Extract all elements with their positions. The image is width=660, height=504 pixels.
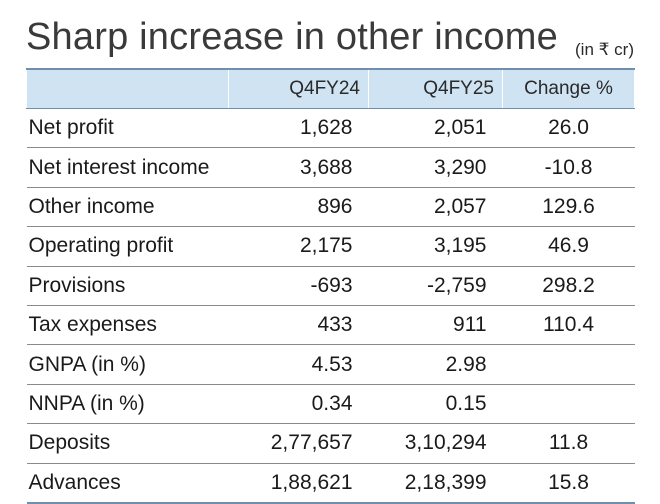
row-label: GNPA (in %) <box>26 344 229 385</box>
cell-q4fy24: 2,77,657 <box>228 423 369 464</box>
table-row: Tax expenses 433 911 110.4 <box>26 305 635 346</box>
row-label: Net profit <box>26 108 229 149</box>
cell-q4fy25: 2,051 <box>368 108 503 149</box>
chart-figure: Sharp increase in other income (in ₹ cr)… <box>18 8 635 504</box>
table-row: Net interest income 3,688 3,290 -10.8 <box>26 147 635 188</box>
column-header-q4fy25: Q4FY25 <box>368 68 503 109</box>
cell-q4fy25: 3,10,294 <box>368 423 503 464</box>
cell-q4fy25: -2,759 <box>368 266 503 306</box>
table-row: NNPA (in %) 0.34 0.15 <box>26 384 635 425</box>
row-label: Provisions <box>26 266 229 306</box>
cell-q4fy24: 1,88,621 <box>228 463 369 504</box>
cell-q4fy24: 433 <box>228 305 369 346</box>
unit-note: (in ₹ cr) <box>575 40 634 59</box>
row-label: NNPA (in %) <box>26 384 229 425</box>
cell-q4fy24: 2,175 <box>228 226 369 267</box>
chart-title: Sharp increase in other income <box>26 16 558 58</box>
table-row: Operating profit 2,175 3,195 46.9 <box>26 226 635 267</box>
cell-q4fy24: -693 <box>228 266 369 306</box>
cell-change: 26.0 <box>502 108 635 149</box>
row-label: Deposits <box>26 423 229 464</box>
title-row: Sharp increase in other income (in ₹ cr) <box>26 14 634 68</box>
cell-change: 46.9 <box>502 226 635 267</box>
table-body: Net profit 1,628 2,051 26.0 Net interest inc… <box>26 108 635 504</box>
cell-q4fy24: 1,628 <box>228 108 369 149</box>
table-row: GNPA (in %) 4.53 2.98 <box>26 344 635 385</box>
table-row: Net profit 1,628 2,051 26.0 <box>26 108 635 149</box>
row-label: Net interest income <box>26 147 229 188</box>
column-header-label <box>26 68 229 109</box>
table-row: Deposits 2,77,657 3,10,294 11.8 <box>26 423 635 464</box>
cell-change: 298.2 <box>502 266 635 306</box>
row-label: Operating profit <box>26 226 229 267</box>
row-label: Tax expenses <box>26 305 229 346</box>
cell-q4fy25: 2,057 <box>368 187 503 228</box>
table-row: Provisions -693 -2,759 298.2 <box>26 266 635 306</box>
cell-change: 129.6 <box>502 187 635 228</box>
column-header-change: Change % <box>502 68 635 109</box>
row-label: Other income <box>26 187 229 228</box>
cell-q4fy24: 4.53 <box>228 344 369 385</box>
cell-change: 110.4 <box>502 305 635 346</box>
table-row: Advances 1,88,621 2,18,399 15.8 <box>26 463 635 504</box>
row-label: Advances <box>26 463 229 504</box>
cell-q4fy24: 896 <box>228 187 369 228</box>
cell-q4fy25: 3,195 <box>368 226 503 267</box>
header-row: Q4FY24 Q4FY25 Change % <box>26 68 635 109</box>
data-table: Q4FY24 Q4FY25 Change % Net profit 1,628 2,… <box>26 68 635 504</box>
cell-q4fy25: 0.15 <box>368 384 503 425</box>
table-row: Other income 896 2,057 129.6 <box>26 187 635 228</box>
cell-q4fy25: 911 <box>368 305 503 346</box>
cell-change <box>502 344 635 385</box>
cell-change: 15.8 <box>502 463 635 504</box>
cell-q4fy25: 3,290 <box>368 147 503 188</box>
cell-q4fy24: 3,688 <box>228 147 369 188</box>
column-header-q4fy24: Q4FY24 <box>228 68 369 109</box>
cell-change: 11.8 <box>502 423 635 464</box>
cell-q4fy24: 0.34 <box>228 384 369 425</box>
cell-change <box>502 384 635 425</box>
cell-q4fy25: 2.98 <box>368 344 503 385</box>
cell-change: -10.8 <box>502 147 635 188</box>
cell-q4fy25: 2,18,399 <box>368 463 503 504</box>
